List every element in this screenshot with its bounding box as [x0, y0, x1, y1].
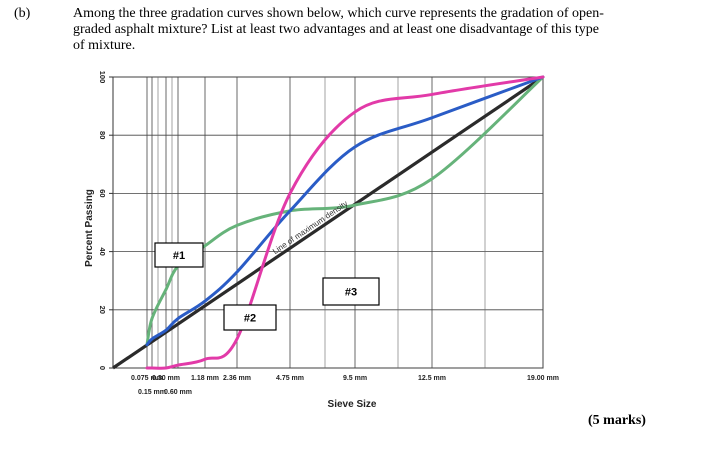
question-line-2: graded asphalt mixture? List at least tw… [73, 22, 599, 37]
curve-label-box-1 [154, 242, 204, 268]
y-tick-label: 80 [98, 131, 107, 139]
max-density-line [112, 75, 544, 370]
x-tick-label: 9.5 mm [343, 375, 367, 382]
curve-label-1: #1 [173, 250, 185, 262]
question-line-1: Among the three gradation curves shown b… [73, 6, 604, 21]
question-body: Among the three gradation curves shown b… [73, 6, 663, 54]
curve-label-3: #3 [345, 287, 357, 299]
curve-label-box-3 [322, 277, 380, 306]
x-tick-label: 19.00 mm [527, 375, 559, 382]
y-tick-label: 100 [98, 71, 107, 84]
chart-curves [112, 75, 545, 370]
gradation-curve-1 [145, 75, 545, 347]
x-tick-label: 0.30 mm [152, 375, 180, 382]
question-label: (b) [14, 6, 31, 21]
y-tick-label: 20 [98, 306, 107, 314]
gradation-curve-2 [145, 75, 545, 347]
x-axis-title: Sieve Size [328, 399, 377, 410]
y-tick-label: 60 [98, 189, 107, 197]
chart-labels: 0 20 40 60 80 100 0.075 mm0.30 mm 0.15 mm0.60 m… [84, 71, 559, 410]
x-tick-label: 1.18 mm [191, 375, 219, 382]
y-axis-title: Percent Passing [84, 189, 95, 267]
x-tick-label: 0.60 mm [164, 389, 192, 396]
x-tick-label: 2.36 mm [223, 375, 251, 382]
curve-label-2: #2 [244, 313, 256, 325]
question-line-3: of mixture. [73, 38, 136, 53]
y-tick-label: 0 [98, 366, 107, 370]
curve-label-box-2 [223, 304, 277, 331]
x-tick-label: 0.15 mm [138, 389, 166, 396]
gradation-curve-3 [145, 75, 545, 370]
x-tick-label: 0.075 mm [131, 375, 163, 382]
x-tick-label: 12.5 mm [418, 375, 446, 382]
y-tick-label: 40 [98, 247, 107, 255]
x-tick-label: 4.75 mm [276, 375, 304, 382]
marks-label: (5 marks) [588, 413, 646, 428]
